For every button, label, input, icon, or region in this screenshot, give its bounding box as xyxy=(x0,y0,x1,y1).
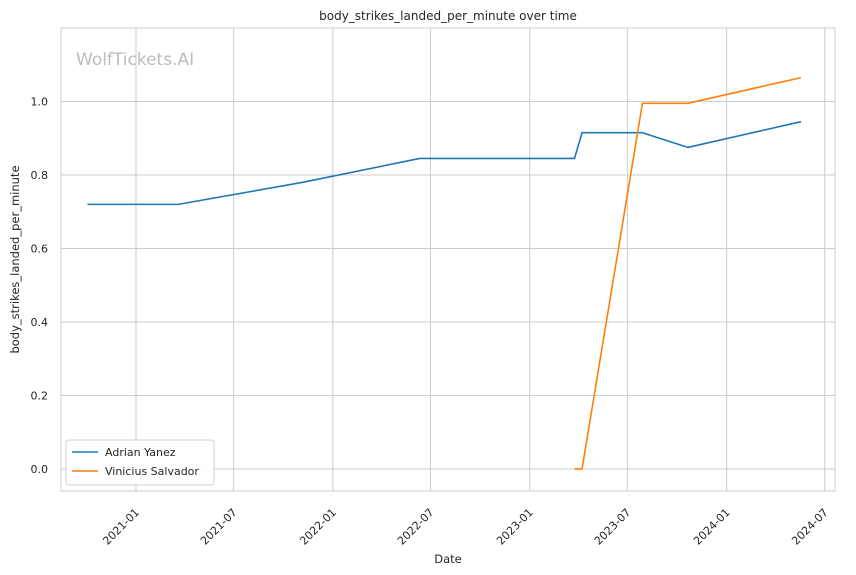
legend: Adrian Yanez Vinicius Salvador xyxy=(65,439,215,486)
y-tick-label: 0.4 xyxy=(31,316,49,329)
y-tick-label: 0.6 xyxy=(31,242,49,255)
series-lines xyxy=(87,76,802,470)
plot-frame xyxy=(60,27,836,492)
y-tick-label: 0.2 xyxy=(31,389,49,402)
y-tick-label: 0.8 xyxy=(31,169,49,182)
x-axis-title: Date xyxy=(434,552,462,566)
y-axis-title: body_strikes_landed_per_minute xyxy=(8,165,22,353)
legend-label-adrian-yanez: Adrian Yanez xyxy=(105,446,176,459)
y-tick-label: 1.0 xyxy=(31,95,49,108)
legend-label-vinicius-salvador: Vinicius Salvador xyxy=(105,465,199,478)
y-tick-label: 0.0 xyxy=(31,463,49,476)
grid xyxy=(61,28,835,491)
series-line-vinicius-salvador xyxy=(574,76,802,470)
series-line-adrian-yanez xyxy=(87,120,802,206)
chart-title: body_strikes_landed_per_minute over time xyxy=(319,9,577,23)
legend-box xyxy=(65,439,215,486)
watermark: WolfTickets.AI xyxy=(76,50,194,70)
y-axis-ticks: 0.0 0.2 0.4 0.6 0.8 1.0 xyxy=(31,95,49,475)
